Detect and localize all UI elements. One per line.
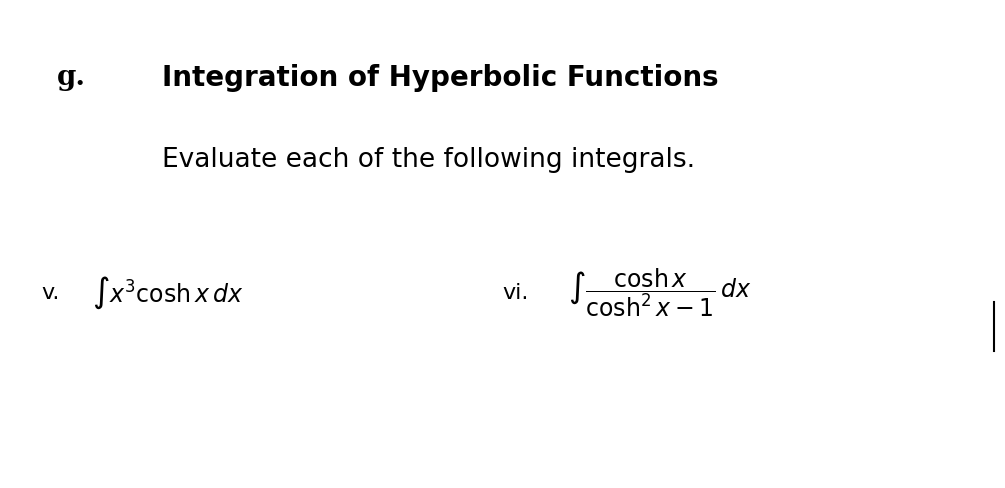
- Text: v.: v.: [41, 283, 60, 303]
- Text: $\int \dfrac{\cosh x}{\cosh^2 x - 1}\, dx$: $\int \dfrac{\cosh x}{\cosh^2 x - 1}\, d…: [568, 266, 751, 319]
- Text: g.: g.: [56, 64, 85, 91]
- Text: vi.: vi.: [502, 283, 529, 303]
- Text: $\int x^3 \cosh x\, dx$: $\int x^3 \cosh x\, dx$: [91, 274, 243, 311]
- Text: Evaluate each of the following integrals.: Evaluate each of the following integrals…: [162, 147, 694, 173]
- Text: Integration of Hyperbolic Functions: Integration of Hyperbolic Functions: [162, 64, 719, 92]
